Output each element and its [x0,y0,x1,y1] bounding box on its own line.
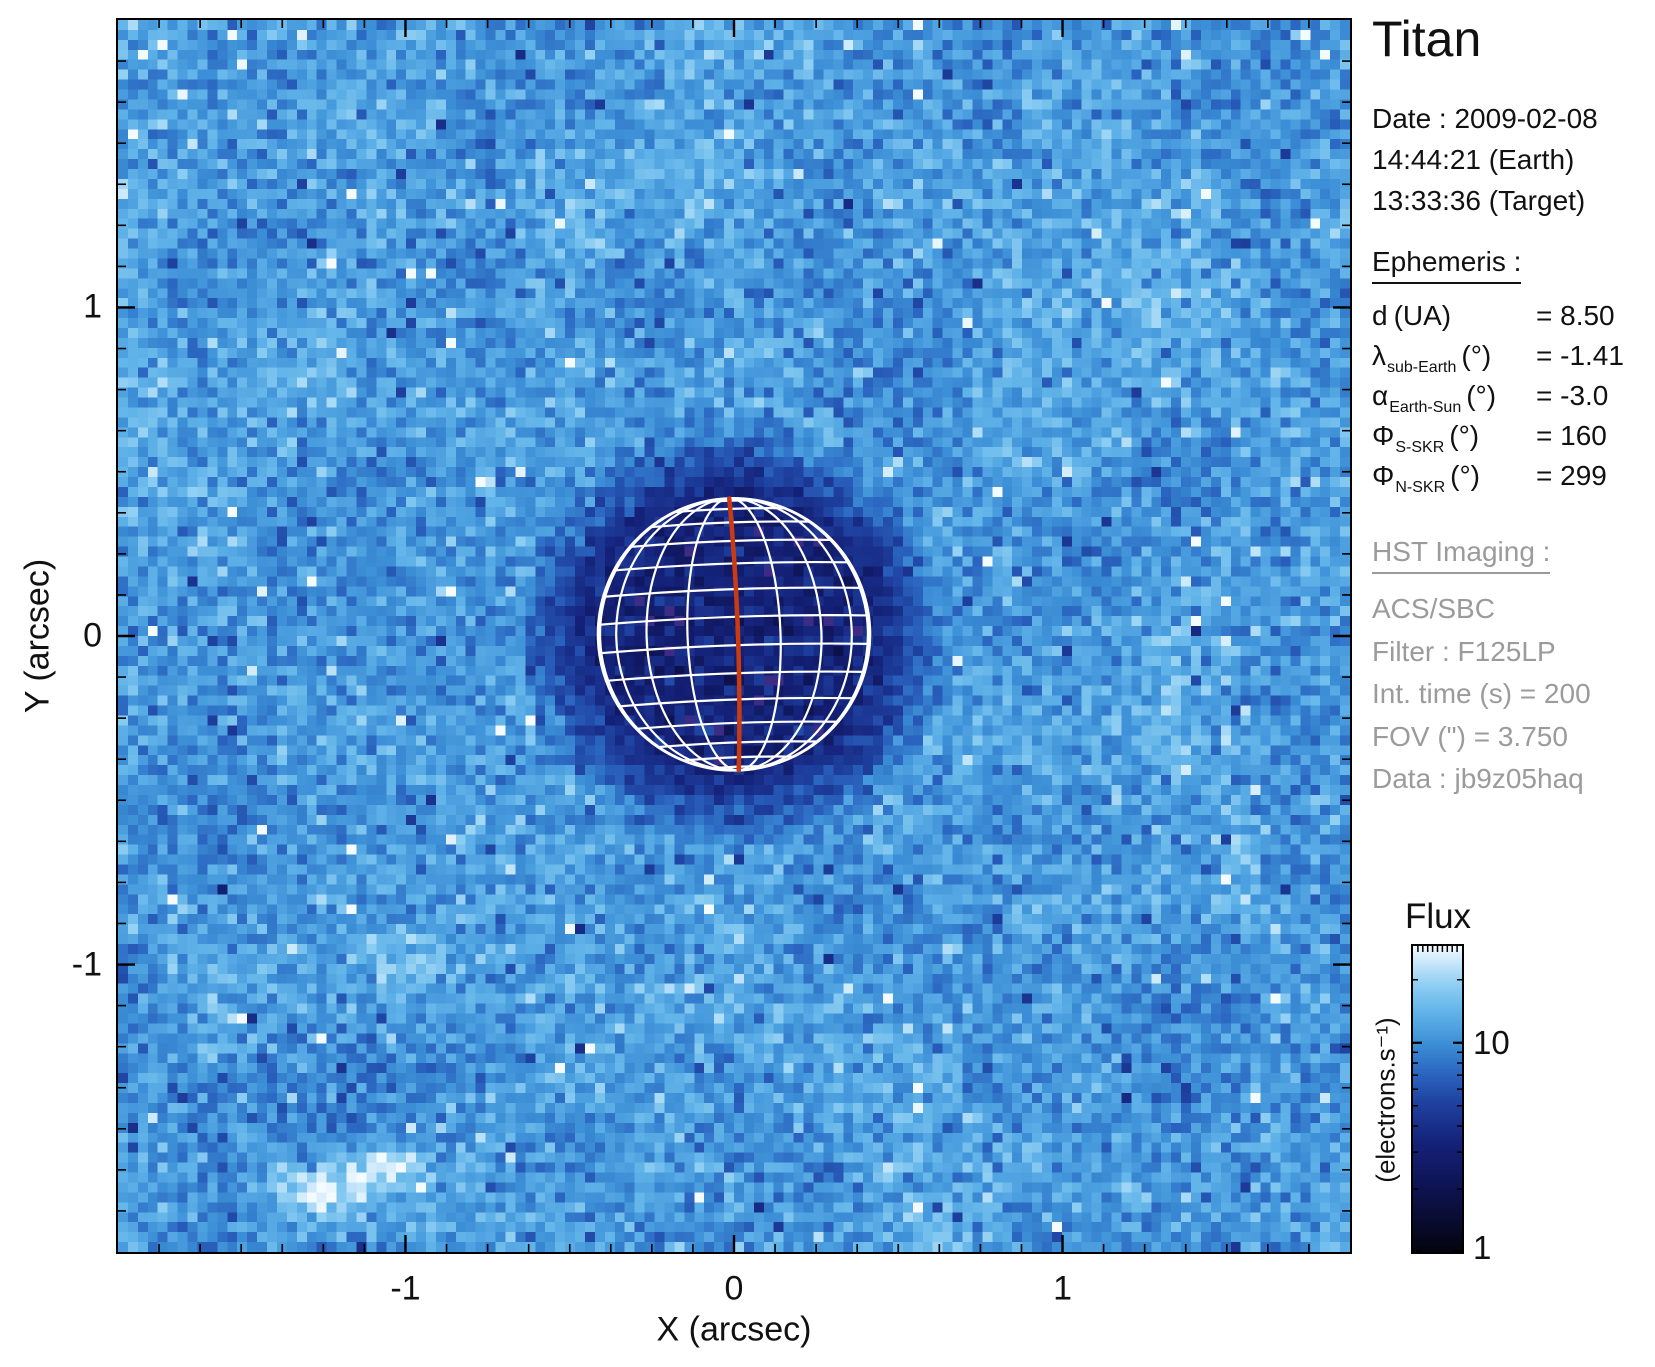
colorbar-gradient-canvas [1413,946,1462,1252]
hst-imaging-line: FOV (") = 3.750 [1372,720,1568,752]
ephemeris-row: ΦN-SKR (°) = 299 [1372,460,1607,496]
hst-imaging-section: HST Imaging : ACS/SBC Filter : F125LP Int.… [1372,536,1591,801]
hst-imaging-line: Int. time (s) = 200 [1372,678,1591,709]
colorbar-tick-label: 1 [1473,1229,1492,1266]
colorbar-title: Flux [1404,897,1472,936]
ephemeris-row: λsub-Earth (°) = -1.41 [1372,340,1624,376]
ephemeris-heading: Ephemeris : [1372,246,1522,284]
ephemeris-section: Ephemeris : d (UA) = 8.50 λsub-Earth (°) = -1… [1372,246,1624,496]
globe-grid-overlay [118,20,1350,1252]
colorbar-ticks [1413,946,1462,1252]
x-tick-label: 1 [1053,1269,1072,1308]
y-tick-label: 1 [83,287,102,326]
ephemeris-rows: d (UA) = 8.50 λsub-Earth (°) = -1.41 αEarth-Su… [1372,296,1624,496]
observation-datetime-block: Date : 2009-02-08 14:44:21 (Earth) 13:33… [1372,98,1598,221]
hst-imaging-lines: ACS/SBC Filter : F125LP Int. time (s) = 20… [1372,588,1591,801]
ephemeris-row: d (UA) = 8.50 [1372,300,1615,331]
x-tick-label: 0 [724,1269,744,1308]
hst-imaging-heading: HST Imaging : [1372,536,1551,574]
y-tick-label: 0 [83,616,102,655]
colorbar-tick-label: 10 [1473,1023,1510,1061]
flux-colorbar [1411,944,1464,1254]
time-earth: 14:44:21 (Earth) [1372,144,1575,175]
target-title: Titan [1372,11,1482,67]
ephemeris-row: ΦS-SKR (°) = 160 [1372,420,1607,456]
hst-imaging-line: ACS/SBC [1372,593,1495,624]
colorbar-unit-label: (electrons.s⁻¹) [1370,1017,1401,1183]
x-axis-label: X (arcsec) [656,1310,812,1349]
ephemeris-value: = -1.41 [1536,340,1624,371]
hst-imaging-line: Filter : F125LP [1372,635,1556,667]
time-target: 13:33:36 (Target) [1372,185,1586,216]
observation-date: Date : 2009-02-08 [1372,103,1598,134]
hst-imaging-line: Data : jb9z05haq [1372,763,1584,794]
ephemeris-value: = 160 [1536,420,1607,451]
hst-image-canvas [118,20,1350,1252]
ephemeris-value: = -3.0 [1536,380,1609,411]
ephemeris-value: = 299 [1536,460,1607,491]
x-tick-label: -1 [390,1269,421,1308]
y-tick-label: -1 [71,945,102,984]
ephemeris-row: αEarth-Sun (°) = -3.0 [1372,380,1609,416]
sky-image-plot [116,18,1352,1254]
ephemeris-value: = 8.50 [1536,300,1615,331]
